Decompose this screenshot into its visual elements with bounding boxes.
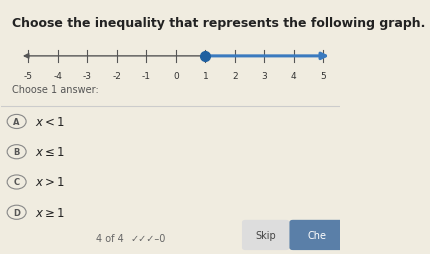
Text: 3: 3 [261,72,267,81]
Text: -5: -5 [24,72,33,81]
FancyBboxPatch shape [241,220,289,250]
Text: 0: 0 [172,72,178,81]
Text: A: A [13,118,20,126]
Text: 5: 5 [319,72,326,81]
Text: $x \geq 1$: $x \geq 1$ [35,206,65,219]
Text: C: C [13,178,20,187]
Text: Choose 1 answer:: Choose 1 answer: [12,84,98,94]
Text: 4: 4 [290,72,296,81]
Text: Skip: Skip [255,230,276,240]
Text: -4: -4 [53,72,62,81]
Text: 1: 1 [202,72,208,81]
Text: 4 of 4: 4 of 4 [96,233,124,243]
Text: $x < 1$: $x < 1$ [35,116,65,129]
Text: D: D [13,208,20,217]
Text: $x \leq 1$: $x \leq 1$ [35,146,65,158]
FancyBboxPatch shape [289,220,343,250]
Text: Choose the inequality that represents the following graph.: Choose the inequality that represents th… [12,17,424,29]
Text: -2: -2 [112,72,121,81]
Text: $x > 1$: $x > 1$ [35,176,65,189]
Text: -3: -3 [83,72,92,81]
Text: B: B [13,148,20,157]
Text: -1: -1 [141,72,150,81]
Text: Che: Che [306,230,325,240]
Text: ✓✓✓–0: ✓✓✓–0 [130,233,165,243]
Text: 2: 2 [231,72,237,81]
